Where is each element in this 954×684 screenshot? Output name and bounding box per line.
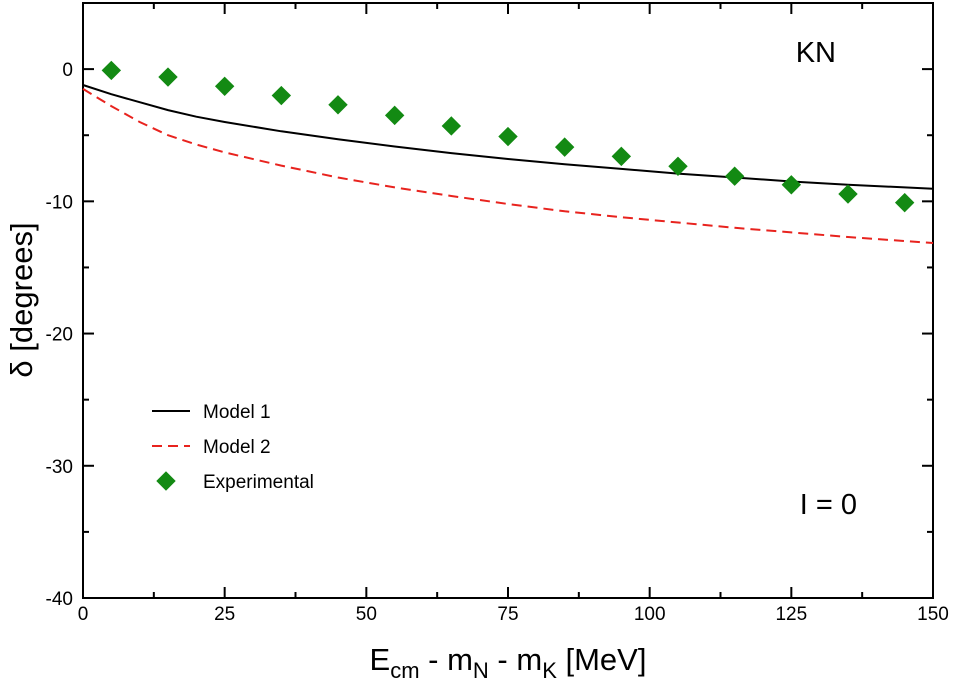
x-tick-label: 25 — [214, 604, 235, 625]
data-point-experimental — [611, 146, 632, 167]
y-tick-label: -20 — [46, 325, 73, 346]
series-layer — [82, 60, 934, 244]
axes-layer: 0 25 50 75 100 125 150 0 -10 -20 -30 -40 — [46, 2, 949, 625]
data-point-experimental — [328, 95, 348, 115]
data-point-experimental — [554, 137, 575, 157]
y-axis-label: δ [degrees] — [4, 222, 39, 377]
data-point-experimental — [271, 85, 292, 106]
legend-label-experimental: Experimental — [203, 472, 314, 493]
x-tick-label: 150 — [917, 604, 949, 625]
legend: Model 1 Model 2 Experimental — [152, 402, 314, 493]
data-point-experimental — [724, 166, 745, 186]
annotation-isospin: I = 0 — [800, 489, 857, 521]
data-point-experimental — [158, 67, 178, 87]
legend-label-model-2: Model 2 — [203, 437, 271, 458]
data-point-experimental — [214, 76, 235, 97]
x-axis-label: Ecm - mN - mK [MeV] — [370, 642, 647, 683]
y-tick-label: -30 — [46, 457, 73, 478]
x-tick-label: 0 — [78, 604, 89, 625]
y-tick-label: 0 — [62, 60, 73, 81]
data-point-experimental — [384, 105, 405, 126]
data-point-experimental — [781, 175, 802, 195]
data-point-experimental — [498, 126, 518, 147]
legend-symbol-experimental — [156, 471, 176, 491]
y-tick-label: -10 — [46, 192, 73, 213]
y-tick-label: -40 — [46, 589, 73, 610]
series-line-model-2 — [82, 88, 934, 244]
x-tick-label: 125 — [775, 604, 807, 625]
data-point-experimental — [101, 60, 122, 81]
x-tick-label: 100 — [634, 604, 666, 625]
annotation-kn: KN — [796, 37, 836, 69]
data-point-experimental — [668, 156, 688, 177]
data-point-experimental — [838, 184, 858, 204]
x-tick-label: 50 — [356, 604, 377, 625]
legend-label-model-1: Model 1 — [203, 402, 271, 423]
data-point-experimental — [441, 116, 462, 136]
data-point-experimental — [894, 192, 915, 213]
x-tick-label: 75 — [497, 604, 518, 625]
